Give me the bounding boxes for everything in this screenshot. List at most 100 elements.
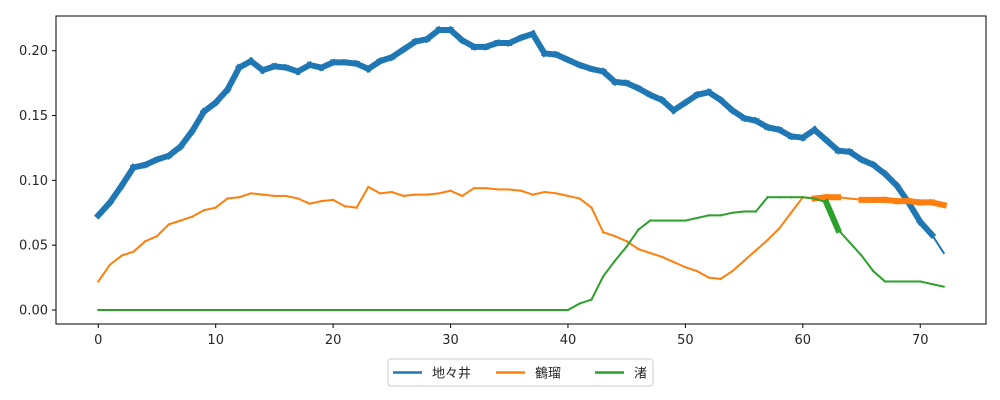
series-3-segment [754,195,769,213]
series-2-segment [707,276,722,280]
y-tick-label: 0.05 [19,239,48,254]
series-2-segment [754,238,770,252]
legend-label: 地々井 [432,367,471,382]
series-2-segment [613,234,629,243]
series-2-segment [390,190,405,198]
series-2-segment [531,190,546,196]
series-2-segment [226,196,241,200]
series-3-segment [871,269,887,283]
x-tick-label: 10 [207,333,224,348]
x-tick-label: 60 [795,333,812,348]
legend-label: 渚 [634,367,647,382]
series-2-segment [284,194,300,200]
series-2-segment [578,197,593,209]
x-tick-label: 0 [94,333,102,348]
series-2-segment [648,251,664,259]
series-2-segment [590,206,605,234]
series-2-segment [308,199,323,205]
series-2-segment [789,195,805,215]
series-2-segment [108,254,124,267]
series-2-segment [449,189,464,198]
series-3-segment [731,210,746,214]
series-2-segment [366,185,382,195]
x-tick-label: 20 [325,333,342,348]
series-2-segment [637,247,652,255]
y-axis: 0.00 0.05 0.10 0.15 0.20 [19,44,56,319]
series-3-segment [695,214,711,220]
series-3-segment [836,228,852,245]
series-3-segment [930,282,945,288]
series-2-segment [684,265,699,273]
series-2-segment [672,260,687,269]
series-2-segment [508,188,523,192]
y-tick-label: 0.10 [19,174,48,189]
y-tick-label: 0.20 [19,44,48,59]
y-tick-label: 0.00 [19,304,48,319]
series-2-segment [425,192,440,196]
series-2-segment [543,190,558,195]
series-3-segment [578,298,593,305]
series-1-segment [188,107,209,136]
series-2-segment [155,223,171,238]
series-1-segment [916,217,937,240]
series-2-segment [484,187,499,191]
series-1 [94,25,946,255]
series-3-segment [637,219,652,232]
series-2-segment [695,269,711,279]
y-tick-label: 0.15 [19,109,48,124]
series-2-segment [601,230,617,238]
series-3-segment [590,274,605,301]
series-3-segment [719,211,734,217]
x-tick-label: 50 [677,333,694,348]
series-2-segment [132,239,147,254]
series-3-segment [822,198,842,234]
series-2-segment [343,205,358,209]
series-3-segment [625,228,640,248]
series-2-segment [120,250,135,257]
series-2-segment [96,263,112,283]
series-3-segment [919,280,934,286]
series-2-segment [179,215,194,222]
series-1-segment [930,233,946,255]
series-2-segment [249,192,264,196]
series-2-segment [730,259,746,273]
series-1-segment [176,126,197,151]
series-3-segment [860,254,875,273]
series-2-segment [378,190,393,195]
series-2-segment [402,193,417,198]
series-2-segment [261,193,276,198]
series-3-segment [601,259,617,278]
series-2-segment [660,255,675,264]
series-1-segment [904,198,925,226]
series-2-segment [320,198,335,203]
series-3-segment [684,216,699,222]
series-2-segment [928,198,948,209]
series-2-segment [296,197,311,206]
plot-area-frame [55,15,987,325]
series-2-segment [331,198,347,208]
series-2-segment [437,189,452,195]
series-2-segment [555,192,570,198]
series-2-segment [355,185,370,209]
series-3-segment [613,245,629,263]
x-tick-label: 30 [442,333,459,348]
series-2-segment [237,192,253,199]
series-3-segment [801,196,816,200]
series-2-segment [190,208,206,219]
legend-label: 鶴瑠 [535,366,561,382]
series-3-segment [848,241,863,257]
series-2-segment [460,186,476,198]
series-2-segment [742,248,758,263]
series-2-segment [766,226,781,242]
series-2-segment [566,194,581,200]
series-1-segment [105,181,126,207]
legend: 地々井 鶴瑠 渚 [387,358,654,387]
series-2 [96,185,948,283]
series-2-segment [836,196,851,200]
series-2-segment [719,269,734,281]
x-tick-label: 70 [912,333,929,348]
series-2-segment [519,189,535,196]
series-2-segment [214,197,229,209]
